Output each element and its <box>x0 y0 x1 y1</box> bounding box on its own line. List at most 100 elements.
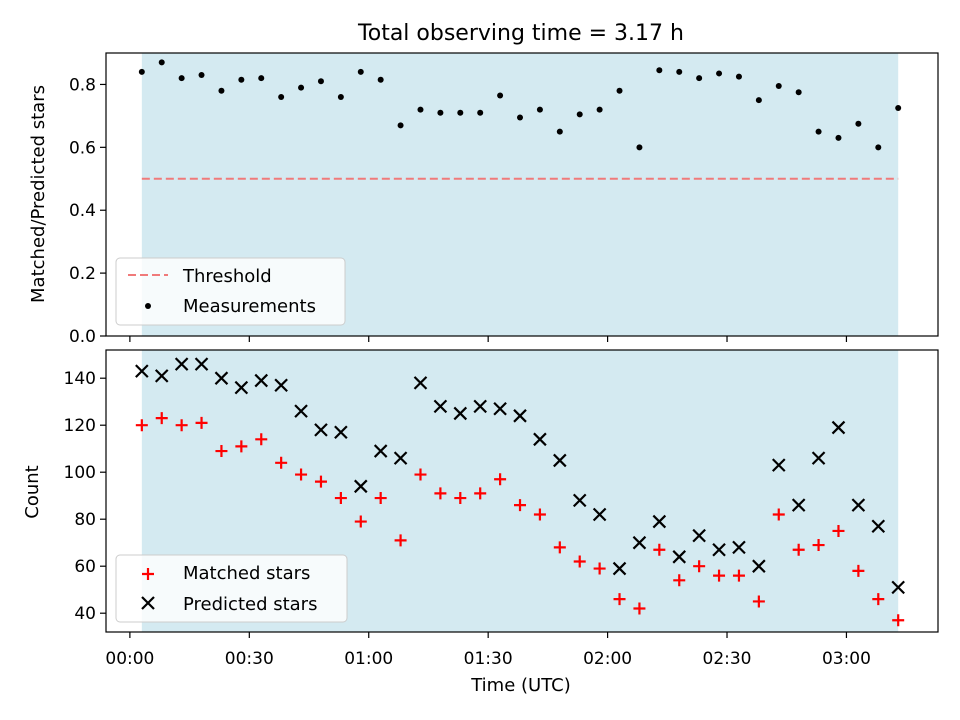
matched-star-point <box>693 560 706 573</box>
predicted-star-point <box>373 444 388 458</box>
measurement-point <box>377 76 384 83</box>
threshold-legend-label: Threshold <box>182 266 272 287</box>
matched-star-point <box>235 440 248 453</box>
predicted-star-point <box>413 376 428 390</box>
ratio-panel-y-ticks: 0.0 0.2 0.4 0.6 0.8 <box>69 75 106 347</box>
predicted-star-point <box>194 357 209 371</box>
matched-star-point <box>434 487 447 500</box>
measurement-point <box>417 106 424 113</box>
measurement-point <box>357 68 364 75</box>
predicted-star-point <box>154 369 169 383</box>
count-panel-legend: Matched stars Predicted stars <box>115 554 348 623</box>
count-panel-y-label: Count <box>22 465 43 518</box>
matched-star-point <box>514 499 527 512</box>
predicted-star-point <box>632 535 647 550</box>
predicted-star-point <box>553 453 567 468</box>
x-tick-label: 00:30 <box>225 649 274 669</box>
y-tick-label: 0.4 <box>69 201 96 221</box>
matched-star-point <box>354 515 367 528</box>
matched-star-point <box>812 539 825 552</box>
predicted-star-point <box>453 406 468 421</box>
predicted-star-point <box>274 378 288 393</box>
matched-star-point <box>215 445 228 458</box>
matched-star-point <box>593 562 606 575</box>
measurement-point <box>616 87 623 94</box>
predicted-star-point <box>254 373 269 388</box>
measurement-point <box>497 92 504 99</box>
matched-star-point <box>533 508 546 521</box>
measurement-point <box>198 72 205 79</box>
matched-star-point <box>255 433 268 446</box>
matched-star-point <box>852 564 865 577</box>
matched-star-point <box>374 492 387 505</box>
matched-legend-marker <box>142 568 154 580</box>
matched-star-point <box>195 416 208 429</box>
y-tick-label: 80 <box>74 510 96 530</box>
ratio-panel-frame <box>105 52 939 337</box>
x-tick-label: 03:00 <box>822 649 871 669</box>
predicted-star-point <box>533 432 547 447</box>
predicted-star-point <box>811 451 826 465</box>
matched-star-point <box>872 593 885 606</box>
x-tick-label: 02:30 <box>703 649 752 669</box>
matched-star-point <box>633 602 646 615</box>
predicted-star-point <box>672 550 687 564</box>
measurement-point <box>696 75 703 82</box>
predicted-star-point <box>294 404 308 418</box>
matched-star-point <box>474 487 487 500</box>
measurement-point <box>138 68 145 75</box>
predicted-star-point <box>572 493 587 508</box>
measurement-point <box>337 94 344 101</box>
x-tick-label: 01:30 <box>464 649 513 669</box>
measurement-point <box>775 83 782 90</box>
y-tick-label: 0.2 <box>69 264 96 284</box>
measurement-point <box>755 97 762 104</box>
matched-star-point <box>673 574 686 587</box>
count-panel-x-ticks: 00:00 00:30 01:00 01:30 02:00 02:30 03:00 <box>105 632 871 669</box>
y-tick-label: 120 <box>64 416 96 436</box>
measurement-point <box>735 73 742 80</box>
measurement-point <box>835 134 842 141</box>
measurement-point <box>815 128 822 135</box>
predicted-star-point <box>692 528 706 543</box>
matched-legend-label: Matched stars <box>183 563 310 584</box>
predicted-star-point <box>712 542 726 557</box>
predicted-star-point <box>353 479 368 494</box>
predicted-star-point <box>234 380 249 395</box>
predicted-star-point <box>752 559 766 573</box>
predicted-star-point <box>433 399 448 414</box>
predicted-star-point <box>314 423 328 437</box>
measurements-legend-marker <box>145 303 151 309</box>
predicted-star-point <box>851 498 866 512</box>
measurement-point <box>317 78 324 85</box>
measurement-point <box>517 114 524 121</box>
predicted-star-point <box>791 498 806 512</box>
ratio-panel-legend: Threshold Measurements <box>115 257 346 326</box>
measurement-point <box>457 109 464 116</box>
count-panel: 40 60 80 100 120 140 00:00 00:30 01:00 01:30 02:0… <box>22 349 939 696</box>
ratio-panel-y-label: Matched/Predicted stars <box>28 85 49 303</box>
predicted-star-point <box>493 401 507 416</box>
measurement-point <box>676 68 683 75</box>
predicted-star-point <box>473 399 487 414</box>
measurement-point <box>158 59 165 66</box>
matched-star-point <box>573 555 586 568</box>
predicted-legend-marker <box>141 596 155 610</box>
predicted-star-point <box>393 451 408 465</box>
predicted-star-point <box>831 420 846 435</box>
predicted-star-point <box>871 519 886 534</box>
measurement-point <box>895 105 902 112</box>
predicted-star-point <box>334 425 348 440</box>
predicted-star-point <box>771 458 786 472</box>
matched-star-point <box>772 508 785 521</box>
measurement-point <box>855 120 862 127</box>
measurement-point <box>477 109 484 116</box>
measurement-point <box>178 75 185 82</box>
predicted-star-point <box>732 540 746 555</box>
y-tick-label: 0.0 <box>69 327 96 347</box>
y-tick-label: 0.6 <box>69 138 96 158</box>
predicted-star-point <box>214 371 229 385</box>
measurement-point <box>875 144 882 151</box>
matched-star-point <box>175 419 188 432</box>
measurement-point <box>278 94 285 101</box>
